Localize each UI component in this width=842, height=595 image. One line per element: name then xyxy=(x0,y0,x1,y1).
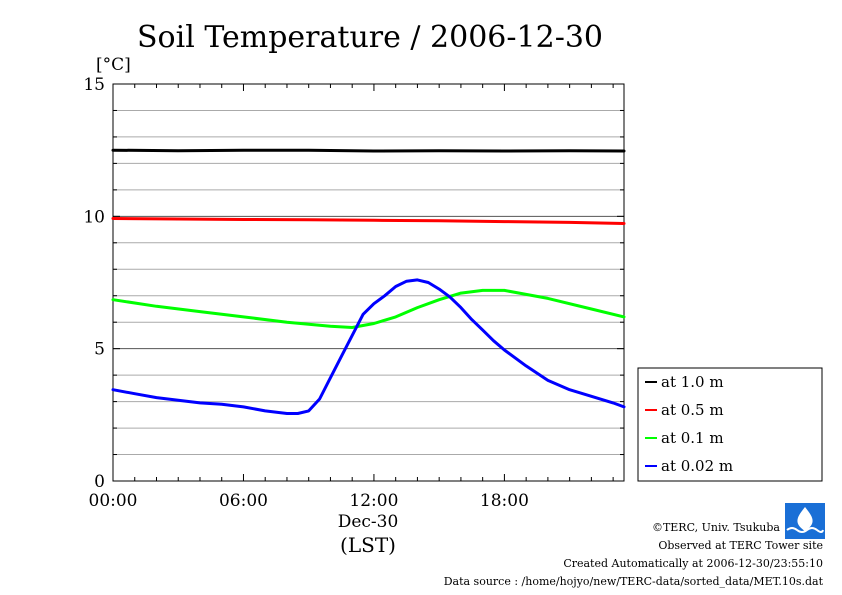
x-tick-label: 12:00 xyxy=(349,491,398,511)
series-line-2 xyxy=(111,288,626,329)
series-line-1 xyxy=(111,217,626,225)
axis-ticks: 0 5 10 15 00:00 06:00 12:00 18:00 xyxy=(83,75,624,511)
copyright-text: ©TERC, Univ. Tsukuba xyxy=(652,521,780,534)
y-tick-label: 15 xyxy=(83,75,105,95)
x-tick-label: 06:00 xyxy=(219,491,268,511)
x-axis-unit-label: (LST) xyxy=(340,533,396,557)
legend: at 1.0 m at 0.5 m at 0.1 m at 0.02 m xyxy=(637,367,823,482)
legend-label: at 1.0 m xyxy=(661,373,724,391)
y-tick-label: 5 xyxy=(94,340,105,360)
y-tick-label: 0 xyxy=(94,472,105,492)
legend-label: at 0.02 m xyxy=(661,457,733,475)
data-source-text: Data source : /home/hojyo/new/TERC-data/… xyxy=(444,575,824,588)
y-tick-label: 10 xyxy=(83,207,105,227)
x-tick-label: 00:00 xyxy=(89,491,138,511)
terc-logo xyxy=(785,503,825,539)
legend-label: at 0.1 m xyxy=(661,429,724,447)
plot-frame xyxy=(112,83,625,482)
site-text: Observed at TERC Tower site xyxy=(658,539,823,552)
water-drop-icon xyxy=(797,507,813,531)
series-lines xyxy=(111,148,626,415)
x-axis-date-label: Dec-30 xyxy=(338,512,399,532)
series-line-0 xyxy=(111,148,626,153)
x-tick-label: 18:00 xyxy=(480,491,529,511)
legend-label: at 0.5 m xyxy=(661,401,724,419)
series-line-3 xyxy=(111,278,626,415)
y-axis-label: [°C] xyxy=(96,55,131,75)
grid-lines xyxy=(113,109,624,456)
legend-box xyxy=(637,367,823,482)
created-text: Created Automatically at 2006-12-30/23:5… xyxy=(563,557,823,570)
wave-icon xyxy=(786,527,824,533)
chart-title: Soil Temperature / 2006-12-30 xyxy=(137,20,603,55)
